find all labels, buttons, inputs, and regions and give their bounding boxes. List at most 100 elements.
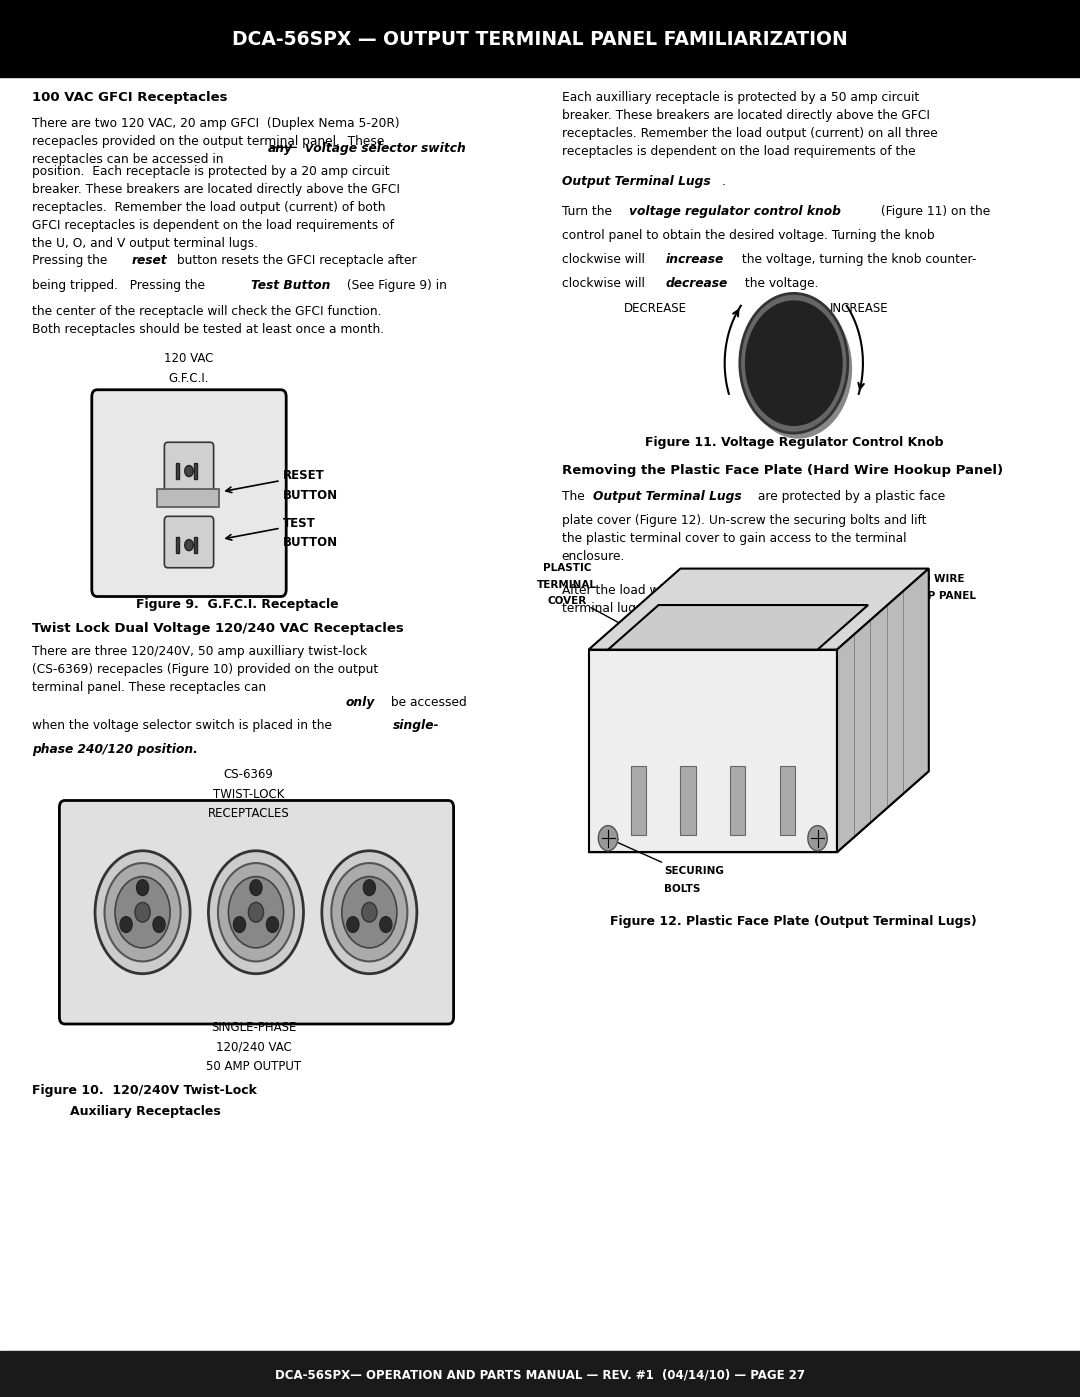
Circle shape <box>95 851 190 974</box>
Bar <box>176 538 179 553</box>
Circle shape <box>332 863 407 961</box>
Text: Figure 11. Voltage Regulator Control Knob: Figure 11. Voltage Regulator Control Kno… <box>645 436 943 448</box>
Text: (Figure 11) on the: (Figure 11) on the <box>877 205 990 218</box>
Text: clockwise will: clockwise will <box>562 277 648 289</box>
Text: TWIST-LOCK: TWIST-LOCK <box>213 788 284 800</box>
Text: TERMINAL: TERMINAL <box>537 580 597 590</box>
Circle shape <box>228 876 284 949</box>
Text: Figure 12. Plastic Face Plate (Output Terminal Lugs): Figure 12. Plastic Face Plate (Output Te… <box>610 915 977 928</box>
Polygon shape <box>589 650 837 852</box>
Text: are protected by a plastic face: are protected by a plastic face <box>754 490 945 503</box>
Text: Pressing the: Pressing the <box>32 254 111 267</box>
FancyBboxPatch shape <box>164 517 214 567</box>
Circle shape <box>267 916 279 933</box>
Circle shape <box>363 880 376 895</box>
Circle shape <box>598 826 618 851</box>
Circle shape <box>233 916 245 933</box>
Text: TEST: TEST <box>283 517 315 529</box>
Circle shape <box>808 826 827 851</box>
Text: 120 VAC: 120 VAC <box>164 352 214 365</box>
Text: .: . <box>721 175 726 187</box>
Text: RECEPTACLES: RECEPTACLES <box>207 807 289 820</box>
Circle shape <box>248 902 264 922</box>
Text: There are three 120/240V, 50 amp auxilliary twist-lock
(CS-6369) recepacles (Fig: There are three 120/240V, 50 amp auxilli… <box>32 645 379 694</box>
Bar <box>730 766 745 835</box>
Polygon shape <box>608 605 868 650</box>
Text: increase: increase <box>665 253 724 265</box>
Circle shape <box>341 876 397 949</box>
Text: position.  Each receptacle is protected by a 20 amp circuit
breaker. These break: position. Each receptacle is protected b… <box>32 165 401 250</box>
Text: Removing the Plastic Face Plate (Hard Wire Hookup Panel): Removing the Plastic Face Plate (Hard Wi… <box>562 464 1002 476</box>
Bar <box>193 538 198 553</box>
Text: the voltage, turning the knob counter-: the voltage, turning the knob counter- <box>738 253 976 265</box>
Text: Figure 10.  120/240V Twist-Lock: Figure 10. 120/240V Twist-Lock <box>32 1084 257 1097</box>
FancyBboxPatch shape <box>92 390 286 597</box>
Text: Each auxilliary receptacle is protected by a 50 amp circuit
breaker. These break: Each auxilliary receptacle is protected … <box>562 91 937 158</box>
Text: SECURING: SECURING <box>664 866 724 876</box>
Text: reset: reset <box>132 254 167 267</box>
Circle shape <box>744 299 852 439</box>
Text: BOLTS: BOLTS <box>664 884 701 894</box>
Text: be accessed: be accessed <box>387 696 467 708</box>
Text: DCA-56SPX— OPERATION AND PARTS MANUAL — REV. #1  (04/14/10) — PAGE 27: DCA-56SPX— OPERATION AND PARTS MANUAL — … <box>275 1368 805 1382</box>
Text: control panel to obtain the desired voltage. Turning the knob: control panel to obtain the desired volt… <box>562 229 934 242</box>
Text: PLASTIC: PLASTIC <box>543 563 591 573</box>
Text: voltage selector switch: voltage selector switch <box>301 142 467 155</box>
Text: any: any <box>268 142 293 155</box>
Text: voltage regulator control knob: voltage regulator control knob <box>629 205 840 218</box>
Text: only: only <box>346 696 375 708</box>
Text: 50 AMP OUTPUT: 50 AMP OUTPUT <box>206 1060 301 1073</box>
Circle shape <box>218 863 294 961</box>
Text: phase 240/120 position.: phase 240/120 position. <box>32 743 198 756</box>
Text: SINGLE-PHASE: SINGLE-PHASE <box>211 1021 297 1034</box>
Bar <box>176 464 179 479</box>
Text: BUTTON: BUTTON <box>283 489 338 502</box>
Text: Test Button: Test Button <box>251 279 329 292</box>
Text: Output Terminal Lugs: Output Terminal Lugs <box>562 175 711 187</box>
Circle shape <box>120 916 132 933</box>
Text: decrease: decrease <box>665 277 728 289</box>
Polygon shape <box>837 569 929 852</box>
Text: CS-6369: CS-6369 <box>224 768 273 781</box>
Bar <box>680 766 696 835</box>
Text: INCREASE: INCREASE <box>829 302 888 314</box>
Text: clockwise will: clockwise will <box>562 253 648 265</box>
Text: Output Terminal Lugs: Output Terminal Lugs <box>593 490 742 503</box>
Text: The: The <box>562 490 589 503</box>
Circle shape <box>185 465 193 476</box>
Bar <box>157 489 219 507</box>
Circle shape <box>380 916 392 933</box>
Text: Turn the: Turn the <box>562 205 616 218</box>
Bar <box>780 766 795 835</box>
Text: G.F.C.I.: G.F.C.I. <box>168 372 210 384</box>
Text: RESET: RESET <box>283 469 325 482</box>
Bar <box>0 0 1080 77</box>
Text: COVER: COVER <box>548 597 586 606</box>
Circle shape <box>347 916 359 933</box>
Circle shape <box>114 876 171 949</box>
FancyBboxPatch shape <box>164 443 214 493</box>
Circle shape <box>135 902 150 922</box>
Circle shape <box>136 880 149 895</box>
Text: 120/240 VAC: 120/240 VAC <box>216 1041 292 1053</box>
Text: when the voltage selector switch is placed in the: when the voltage selector switch is plac… <box>32 719 336 732</box>
Circle shape <box>746 302 841 425</box>
Text: There are two 120 VAC, 20 amp GFCI  (Duplex Nema 5-20R)
recepacles provided on t: There are two 120 VAC, 20 amp GFCI (Dupl… <box>32 117 400 166</box>
Text: RECEPTACLE: RECEPTACLE <box>152 391 226 404</box>
Circle shape <box>362 902 377 922</box>
Bar <box>0 1351 1080 1397</box>
Text: Figure 9.  G.F.C.I. Receptacle: Figure 9. G.F.C.I. Receptacle <box>136 598 339 610</box>
Circle shape <box>185 539 193 550</box>
Bar <box>193 464 198 479</box>
Circle shape <box>322 851 417 974</box>
Text: being tripped.   Pressing the: being tripped. Pressing the <box>32 279 210 292</box>
Polygon shape <box>589 569 929 650</box>
Text: DECREASE: DECREASE <box>624 302 687 314</box>
Text: the voltage.: the voltage. <box>741 277 819 289</box>
Text: Auxiliary Receptacles: Auxiliary Receptacles <box>70 1105 221 1118</box>
Text: After the load wires have been securely attached to the
terminal lugs, reinstall: After the load wires have been securely … <box>562 584 904 615</box>
FancyBboxPatch shape <box>59 800 454 1024</box>
Circle shape <box>208 851 303 974</box>
Text: (See Figure 9) in: (See Figure 9) in <box>343 279 447 292</box>
Text: DCA-56SPX — OUTPUT TERMINAL PANEL FAMILIARIZATION: DCA-56SPX — OUTPUT TERMINAL PANEL FAMILI… <box>232 29 848 49</box>
